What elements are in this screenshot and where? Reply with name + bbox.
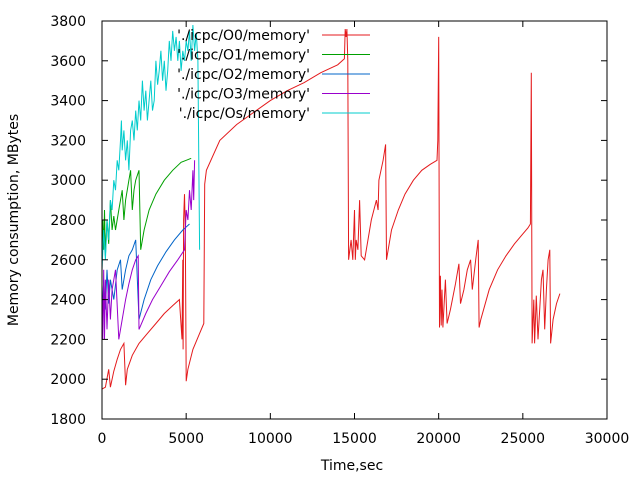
- series-line: [101, 28, 561, 390]
- y-tick-labels: 1800 2000 2200 2400 2600 2800 3000 3200 3400 3600…: [50, 14, 86, 428]
- legend: './icpc/O0/memory' './icpc/O1/memory' './i…: [177, 28, 370, 122]
- series-line: [101, 160, 196, 340]
- axis-ticks: [101, 20, 608, 420]
- x-axis-label: Time,sec: [320, 458, 383, 474]
- legend-label: './icpc/O1/memory': [177, 48, 310, 64]
- y-tick-label: 2000: [50, 372, 86, 388]
- x-tick-label: 15000: [332, 431, 377, 447]
- y-tick-label: 2600: [50, 253, 86, 269]
- legend-label: './icpc/O2/memory': [177, 67, 310, 83]
- y-tick-label: 3600: [50, 54, 86, 70]
- x-tick-label: 30000: [585, 431, 630, 447]
- y-tick-label: 3000: [50, 173, 86, 189]
- series-line: [101, 24, 201, 270]
- x-tick-label: 20000: [416, 431, 461, 447]
- x-tick-label: 0: [98, 431, 107, 447]
- legend-label: './icpc/O0/memory': [177, 28, 310, 44]
- x-tick-labels: 0 5000 10000 15000 20000 25000 30000: [98, 431, 630, 447]
- legend-label: './icpc/Os/memory': [179, 106, 310, 122]
- y-axis-label: Memory consumption, MBytes: [6, 114, 22, 326]
- y-tick-label: 3800: [50, 14, 86, 30]
- y-tick-label: 1800: [50, 412, 86, 428]
- series-line: [101, 223, 190, 320]
- y-tick-label: 2400: [50, 293, 86, 309]
- plot-lines: [101, 24, 561, 390]
- y-tick-label: 3200: [50, 133, 86, 149]
- y-tick-label: 2200: [50, 332, 86, 348]
- y-tick-label: 2800: [50, 213, 86, 229]
- legend-label: './icpc/O3/memory': [177, 87, 310, 103]
- x-tick-label: 5000: [168, 431, 204, 447]
- x-tick-label: 10000: [248, 431, 293, 447]
- y-tick-label: 3400: [50, 94, 86, 110]
- x-tick-label: 25000: [501, 431, 546, 447]
